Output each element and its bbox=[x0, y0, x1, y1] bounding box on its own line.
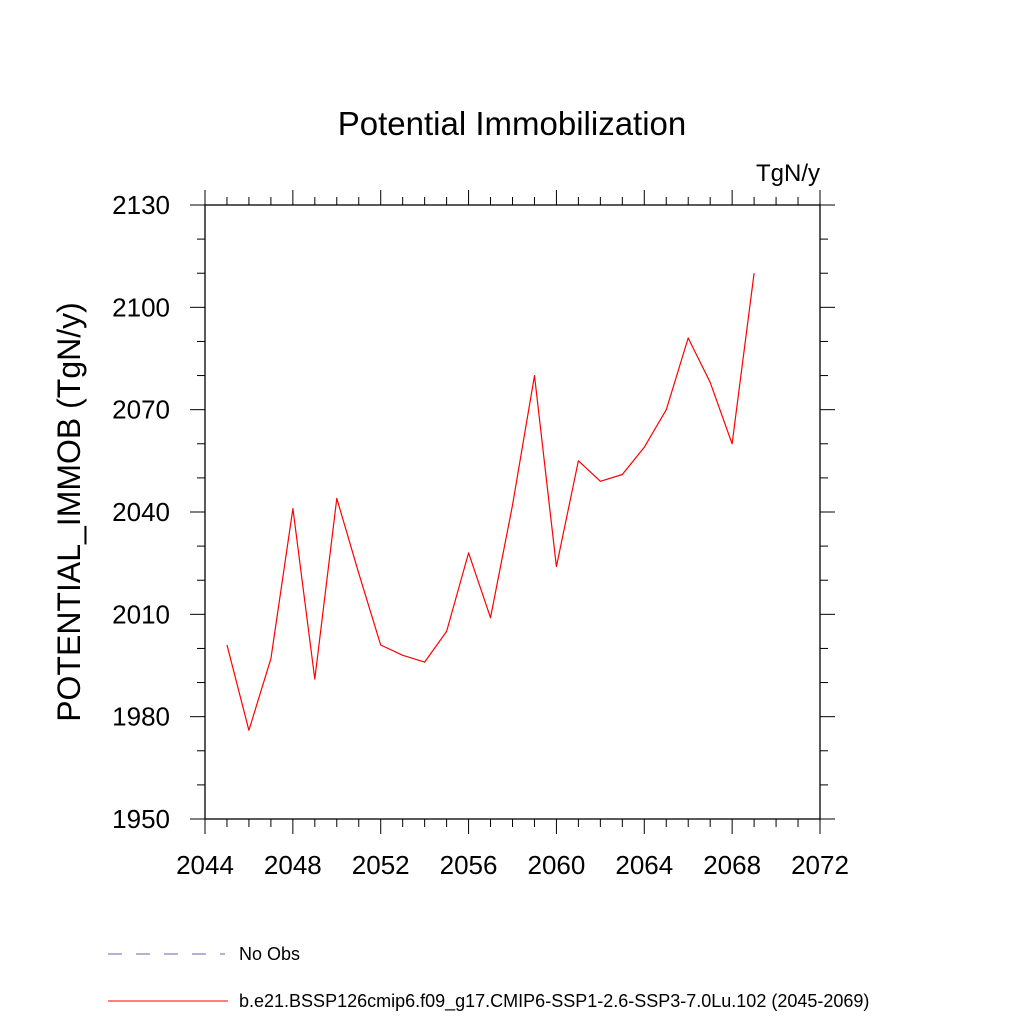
units-label: TgN/y bbox=[756, 160, 820, 187]
plot-area: 2044 2048 2052 2056 2060 2064 2068 2072 1950 1980… bbox=[112, 190, 849, 880]
legend: No Obs b.e21.BSSP126cmip6.f09_g17.CMIP6-… bbox=[108, 944, 869, 1012]
series-line bbox=[226, 273, 755, 731]
legend-label-no-obs: No Obs bbox=[239, 944, 300, 964]
x-tick-label: 2048 bbox=[264, 850, 322, 880]
legend-label-model: b.e21.BSSP126cmip6.f09_g17.CMIP6-SSP1-2.… bbox=[239, 991, 869, 1012]
x-tick-label: 2044 bbox=[176, 850, 234, 880]
x-tick-label: 2064 bbox=[615, 850, 673, 880]
x-tick-label: 2068 bbox=[703, 850, 761, 880]
y-tick-label: 1980 bbox=[112, 702, 170, 732]
chart-title: Potential Immobilization bbox=[338, 105, 687, 142]
x-tick-label: 2072 bbox=[791, 850, 849, 880]
y-tick-label: 1950 bbox=[112, 804, 170, 834]
y-tick-label: 2070 bbox=[112, 395, 170, 425]
x-tick-label: 2060 bbox=[528, 850, 586, 880]
x-tick-label: 2056 bbox=[440, 850, 498, 880]
y-tick-label: 2100 bbox=[112, 292, 170, 322]
x-tick-label: 2052 bbox=[352, 850, 410, 880]
y-tick-label: 2130 bbox=[112, 190, 170, 220]
plot-frame bbox=[204, 204, 821, 820]
y-axis-label: POTENTIAL_IMMOB (TgN/y) bbox=[51, 302, 87, 722]
y-tick-label: 2040 bbox=[112, 497, 170, 527]
y-tick-label: 2010 bbox=[112, 599, 170, 629]
